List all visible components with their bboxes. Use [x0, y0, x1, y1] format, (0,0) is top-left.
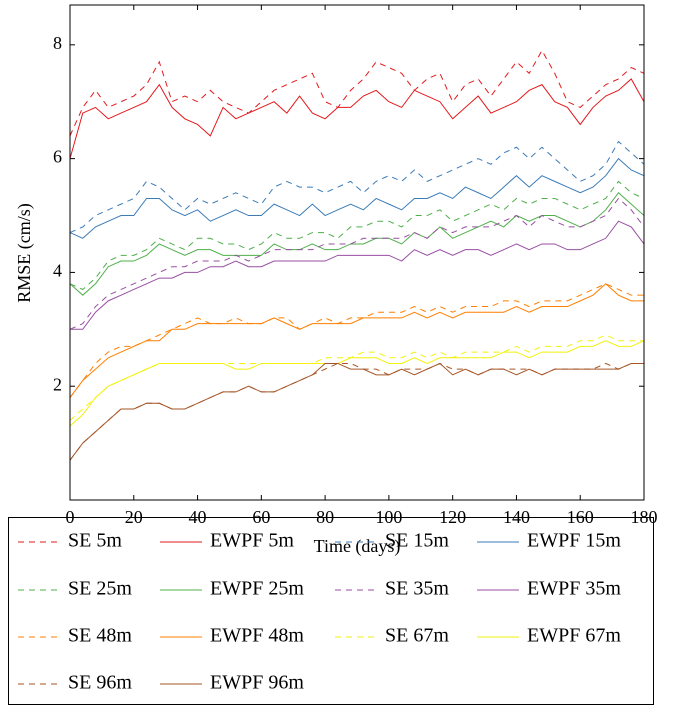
- legend-label: SE 5m: [68, 530, 122, 552]
- x-tick-label: 20: [125, 507, 143, 527]
- plot-frame: [69, 4, 645, 501]
- x-axis-label: Time (days): [314, 536, 401, 557]
- x-tick-label: 60: [252, 507, 270, 527]
- x-tick-label: 180: [631, 507, 658, 527]
- x-tick-label: 80: [316, 507, 334, 527]
- series-line: [69, 140, 645, 234]
- y-tick-label: 6: [53, 147, 62, 167]
- y-tick-label: 4: [53, 261, 62, 281]
- y-tick-label: 8: [53, 33, 62, 53]
- x-tick-label: 100: [375, 507, 402, 527]
- series-line: [69, 157, 645, 239]
- legend-label: SE 35m: [385, 578, 449, 600]
- y-tick-label: 2: [53, 374, 62, 394]
- legend-label: SE 25m: [68, 578, 132, 600]
- legend-label: SE 15m: [385, 530, 449, 552]
- series-line: [69, 192, 645, 296]
- legend-label: SE 96m: [68, 672, 132, 694]
- legend-label: SE 67m: [385, 625, 449, 647]
- legend-label: EWPF 67m: [527, 625, 621, 647]
- x-tick-label: 160: [567, 507, 594, 527]
- legend-label: EWPF 48m: [210, 625, 304, 647]
- series-line: [69, 362, 644, 461]
- x-tick-label: 120: [439, 507, 466, 527]
- y-axis-label: RMSE (cm/s): [14, 203, 35, 303]
- series-line: [70, 220, 645, 330]
- legend-label: EWPF 25m: [210, 578, 304, 600]
- series-line: [69, 340, 645, 427]
- legend-label: EWPF 35m: [527, 578, 621, 600]
- series-line: [69, 283, 644, 398]
- x-tick-label: 140: [503, 507, 530, 527]
- x-tick-label: 40: [189, 507, 207, 527]
- series-line: [69, 49, 645, 137]
- series-line: [69, 180, 645, 291]
- series-line: [69, 78, 645, 159]
- legend-box: [8, 517, 654, 705]
- legend-label: SE 48m: [68, 625, 132, 647]
- series-line: [69, 362, 644, 461]
- legend-label: EWPF 96m: [210, 672, 304, 694]
- legend-label: EWPF 5m: [210, 530, 294, 552]
- legend-label: EWPF 15m: [527, 530, 621, 552]
- series-line: [69, 283, 644, 398]
- series-line: [69, 197, 645, 330]
- x-tick-label: 0: [66, 507, 75, 527]
- series-line: [69, 334, 644, 421]
